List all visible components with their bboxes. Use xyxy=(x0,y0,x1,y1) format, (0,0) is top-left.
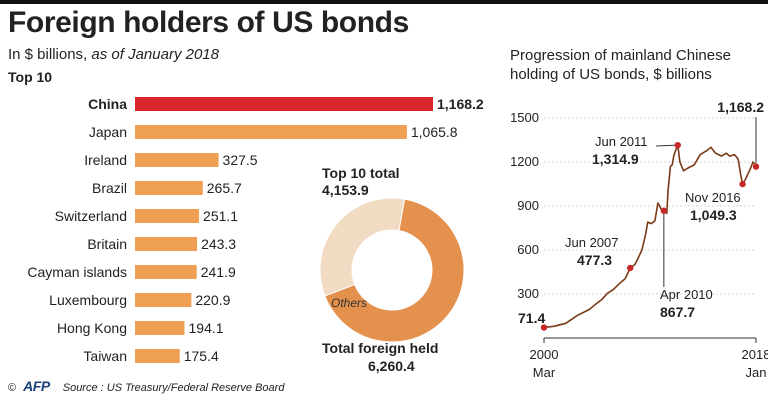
bar-value-5: 243.3 xyxy=(201,236,236,252)
annotation-value-5: 1,168.2 xyxy=(717,99,764,115)
bar-label-2: Ireland xyxy=(84,152,127,168)
donut-others-label: Others xyxy=(331,296,367,310)
bar-label-9: Taiwan xyxy=(83,348,127,364)
total-foreign-value: 6,260.4 xyxy=(368,358,415,374)
y-tick-label-2: 900 xyxy=(517,198,539,213)
bar-1 xyxy=(135,125,407,139)
x-tick-month-1: Jan xyxy=(746,365,767,380)
bar-value-4: 251.1 xyxy=(203,208,238,224)
donut-slice-0 xyxy=(324,198,465,343)
annotation-dot-0 xyxy=(540,324,548,331)
line-chart-title: Progression of mainland Chinese holding … xyxy=(510,46,731,84)
subtitle: In $ billions, as of January 2018 xyxy=(8,46,219,63)
afp-logo: AFP xyxy=(23,378,50,394)
top10-total-label: Top 10 total xyxy=(322,165,400,181)
top10-bar-chart: China 1,168.2 Japan 1,065.8 Ireland 327.5 Braz… xyxy=(27,96,484,364)
x-tick-month-0: Mar xyxy=(533,365,556,380)
bar-value-1: 1,065.8 xyxy=(411,124,458,140)
bar-label-1: Japan xyxy=(89,124,127,140)
annotation-dot-4 xyxy=(739,180,746,188)
annotation-value-4: 1,049.3 xyxy=(690,207,737,223)
annotation-value-3: 1,314.9 xyxy=(592,151,639,167)
bar-value-2: 327.5 xyxy=(223,152,258,168)
donut-slice-1 xyxy=(319,197,406,297)
bar-8 xyxy=(135,321,185,335)
bar-value-3: 265.7 xyxy=(207,180,242,196)
annotation-label-3: Jun 2011 xyxy=(595,134,648,149)
annotation-dot-3 xyxy=(674,141,681,149)
bar-7 xyxy=(135,293,192,307)
bar-3 xyxy=(135,181,203,195)
copyright-mark: © xyxy=(8,382,17,394)
bar-9 xyxy=(135,349,180,363)
source-note: Source : US Treasury/Federal Reserve Boa… xyxy=(62,382,285,394)
subtitle-date: as of January 2018 xyxy=(91,46,219,63)
bar-label-0: China xyxy=(88,96,127,112)
bar-value-7: 220.9 xyxy=(195,292,230,308)
donut-chart: Others xyxy=(319,197,465,343)
annotation-value-1: 477.3 xyxy=(577,252,612,268)
bar-4 xyxy=(135,209,200,223)
bar-label-3: Brazil xyxy=(92,180,127,196)
annotation-label-1: Jun 2007 xyxy=(565,235,619,250)
annotation-label-2: Apr 2010 xyxy=(660,287,713,302)
subtitle-units: In $ billions, xyxy=(8,46,92,63)
y-tick-label-0: 300 xyxy=(517,286,539,301)
line-chart-title-line2: holding of US bonds, $ billions xyxy=(510,66,712,83)
bar-label-7: Luxembourg xyxy=(49,292,127,308)
bar-label-4: Switzerland xyxy=(55,208,127,224)
total-foreign-label: Total foreign held xyxy=(322,340,439,356)
bar-5 xyxy=(135,237,198,251)
top10-heading: Top 10 xyxy=(8,69,53,85)
annotation-dot-2 xyxy=(660,207,668,214)
top10-total-value: 4,153.9 xyxy=(322,182,369,198)
bar-6 xyxy=(135,265,197,279)
bar-label-6: Cayman islands xyxy=(27,264,127,280)
annotation-leader-3 xyxy=(655,144,678,147)
x-tick-year-0: 2000 xyxy=(530,347,559,362)
bar-label-8: Hong Kong xyxy=(57,320,127,336)
page-title: Foreign holders of US bonds xyxy=(8,6,409,39)
annotation-dot-5 xyxy=(752,163,760,170)
annotation-dot-1 xyxy=(627,264,634,272)
bar-value-8: 194.1 xyxy=(189,320,224,336)
y-tick-label-4: 1500 xyxy=(510,110,539,125)
line-chart: 300 600 900 1200 1500 2000 Mar 2018 Jan 71.4 Jun 2… xyxy=(510,99,768,380)
annotation-value-0: 71.4 xyxy=(518,310,545,326)
bar-label-5: Britain xyxy=(87,236,127,252)
y-tick-label-1: 600 xyxy=(517,242,539,257)
annotation-value-2: 867.7 xyxy=(660,304,695,320)
bar-value-0: 1,168.2 xyxy=(437,96,484,112)
footer: © AFP Source : US Treasury/Federal Reser… xyxy=(8,378,284,394)
bar-2 xyxy=(135,153,219,167)
series-line xyxy=(543,144,757,329)
line-chart-title-line1: Progression of mainland Chinese xyxy=(510,47,731,64)
x-tick-year-1: 2018 xyxy=(742,347,768,362)
donut-block: Top 10 total 4,153.9 Others Total foreig… xyxy=(310,165,490,385)
top-rule xyxy=(0,0,768,4)
bar-value-6: 241.9 xyxy=(201,264,236,280)
bar-value-9: 175.4 xyxy=(184,348,219,364)
bar-0 xyxy=(135,97,433,111)
annotation-label-4: Nov 2016 xyxy=(685,190,741,205)
y-tick-label-3: 1200 xyxy=(510,154,539,169)
